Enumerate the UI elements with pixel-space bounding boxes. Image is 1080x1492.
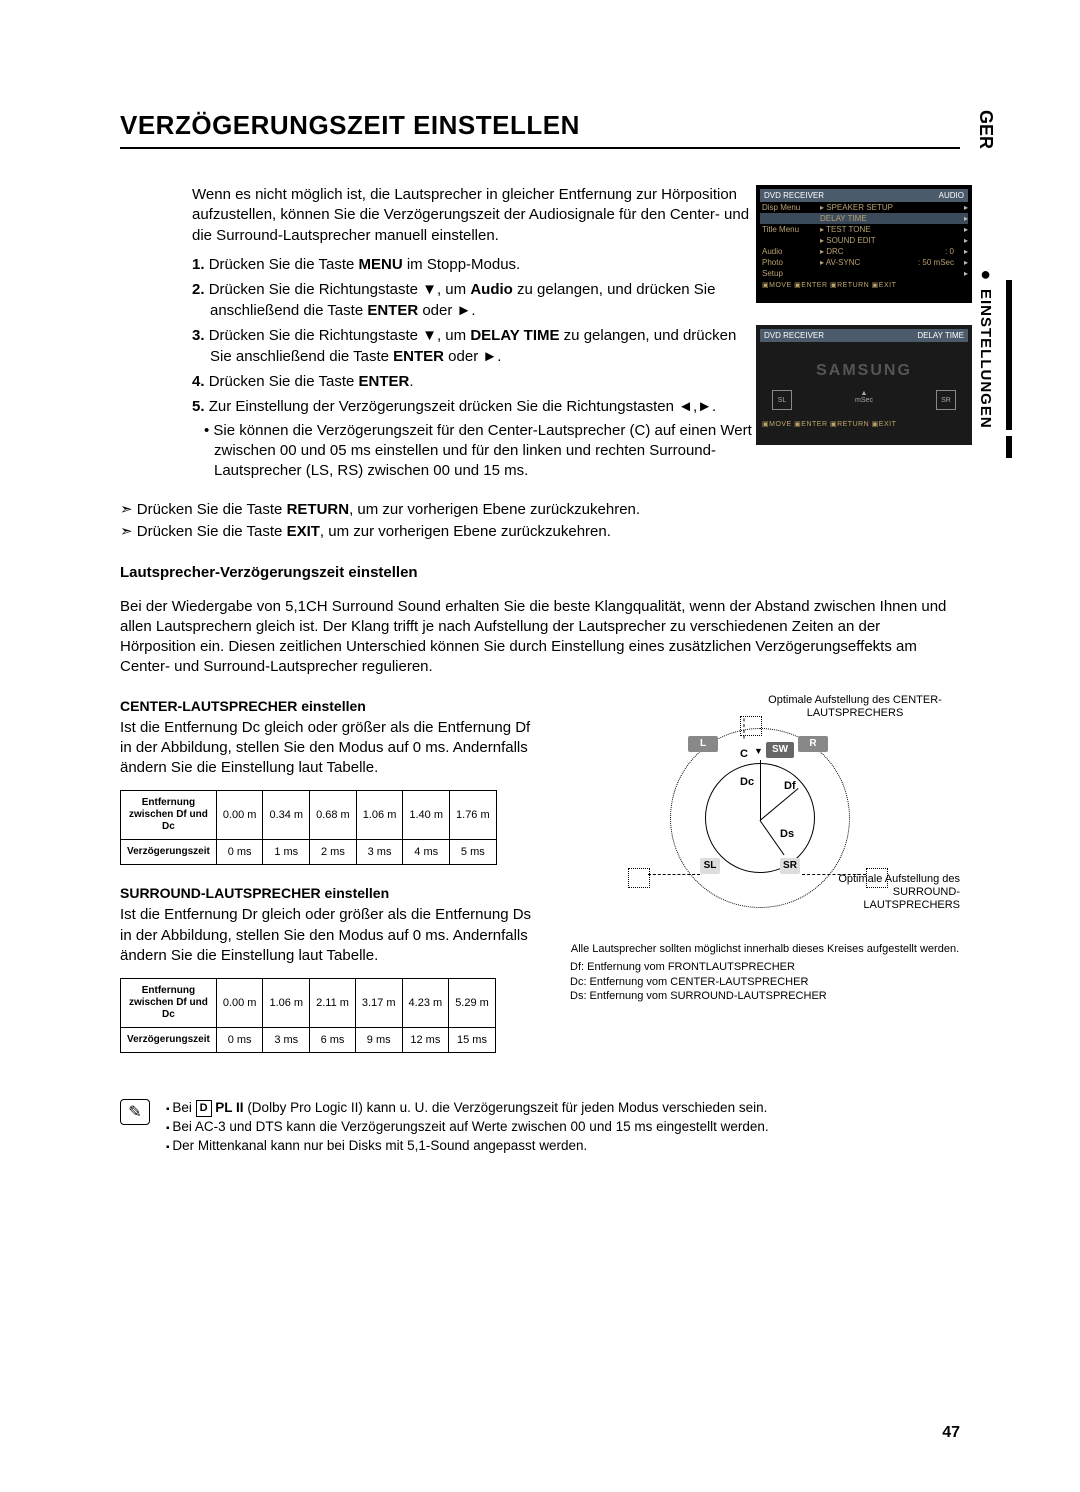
step-4: 4. Drücken Sie die Taste ENTER. <box>192 371 752 392</box>
surround-heading: SURROUND-LAUTSPRECHER einstellen <box>120 885 540 901</box>
surround-para: Ist die Entfernung Dr gleich oder größer… <box>120 905 540 966</box>
center-heading: CENTER-LAUTSPRECHER einstellen <box>120 698 540 714</box>
diagram-caption: Alle Lautsprecher sollten möglichst inne… <box>570 942 960 956</box>
side-marker-2 <box>1006 436 1012 458</box>
note-list: Bei D PL II (Dolby Pro Logic II) kann u.… <box>166 1099 769 1156</box>
page-title: VERZÖGERUNGSZEIT EINSTELLEN <box>120 110 960 149</box>
step-5-sub: • Sie können die Verzögerungszeit für de… <box>192 421 752 482</box>
side-tab: GER ● EINSTELLUNGEN <box>975 110 996 429</box>
note-1: Bei D PL II (Dolby Pro Logic II) kann u.… <box>166 1099 769 1118</box>
step-1: 1. Drücken Sie die Taste MENU im Stopp-M… <box>192 254 752 275</box>
center-para: Ist die Entfernung Dc gleich oder größer… <box>120 718 540 779</box>
step-5: 5. Zur Einstellung der Verzögerungszeit … <box>192 396 752 417</box>
side-bullet: ● <box>980 264 991 285</box>
step-2: 2. Drücken Sie die Richtungstaste ▼, um … <box>192 279 752 321</box>
side-marker <box>1006 280 1012 430</box>
intro-text: Wenn es nicht möglich ist, die Lautsprec… <box>192 185 752 246</box>
exit-note: ➣ Drücken Sie die Taste EXIT, um zur vor… <box>120 522 960 540</box>
page-number: 47 <box>942 1424 960 1442</box>
note-2: Bei AC-3 und DTS kann die Verzögerungsze… <box>166 1118 769 1137</box>
speaker-layout-diagram: Optimale Aufstellung des CENTER-LAUTSPRE… <box>570 698 960 938</box>
osd-menu-audio: DVD RECEIVERAUDIO Disp Menu▸ SPEAKER SET… <box>756 185 972 303</box>
note-3: Der Mittenkanal kann nur bei Disks mit 5… <box>166 1137 769 1156</box>
section-tag: EINSTELLUNGEN <box>977 289 994 429</box>
step-3: 3. Drücken Sie die Richtungstaste ▼, um … <box>192 325 752 367</box>
osd-delay-time: DVD RECEIVERDELAY TIME SAMSUNG SL ▲mSec … <box>756 325 972 445</box>
language-tag: GER <box>975 110 996 149</box>
note-icon: ✎ <box>120 1099 150 1125</box>
subheading-delay: Lautsprecher-Verzögerungszeit einstellen <box>120 564 960 581</box>
diagram-legend: Df: Entfernung vom FRONTLAUTSPRECHERDc: … <box>570 960 960 1005</box>
delay-para: Bei der Wiedergabe von 5,1CH Surround So… <box>120 597 960 678</box>
center-delay-table: Entfernung zwischen Df und Dc0.00 m0.34 … <box>120 790 497 865</box>
surround-delay-table: Entfernung zwischen Df und Dc0.00 m1.06 … <box>120 978 496 1053</box>
return-note: ➣ Drücken Sie die Taste RETURN, um zur v… <box>120 500 960 518</box>
